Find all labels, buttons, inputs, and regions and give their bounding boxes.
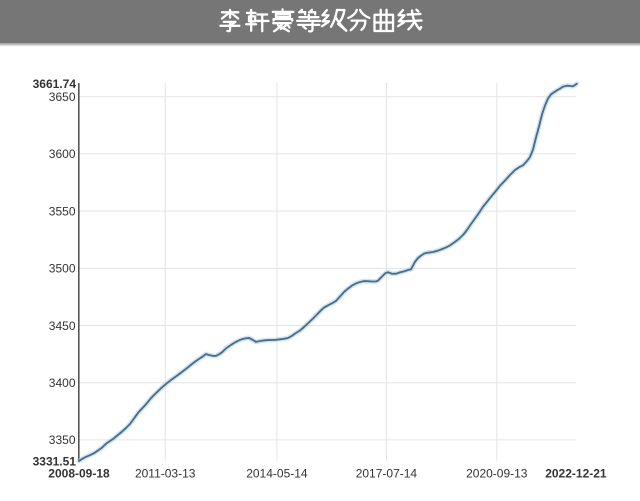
svg-text:2020-09-13: 2020-09-13 [466, 467, 528, 481]
svg-text:3650: 3650 [49, 90, 76, 104]
svg-text:3331.51: 3331.51 [33, 454, 77, 468]
svg-text:2022-12-21: 2022-12-21 [545, 467, 607, 481]
svg-text:2017-07-14: 2017-07-14 [356, 467, 418, 481]
svg-text:2014-05-14: 2014-05-14 [246, 467, 308, 481]
svg-text:3500: 3500 [49, 262, 76, 276]
svg-text:2011-03-13: 2011-03-13 [135, 467, 196, 481]
svg-text:3661.74: 3661.74 [33, 77, 77, 91]
svg-text:3600: 3600 [49, 147, 76, 161]
svg-text:3400: 3400 [49, 376, 76, 390]
svg-text:3450: 3450 [49, 319, 76, 333]
svg-text:3350: 3350 [49, 433, 76, 447]
svg-text:3550: 3550 [49, 204, 76, 218]
svg-text:2008-09-18: 2008-09-18 [48, 467, 110, 481]
